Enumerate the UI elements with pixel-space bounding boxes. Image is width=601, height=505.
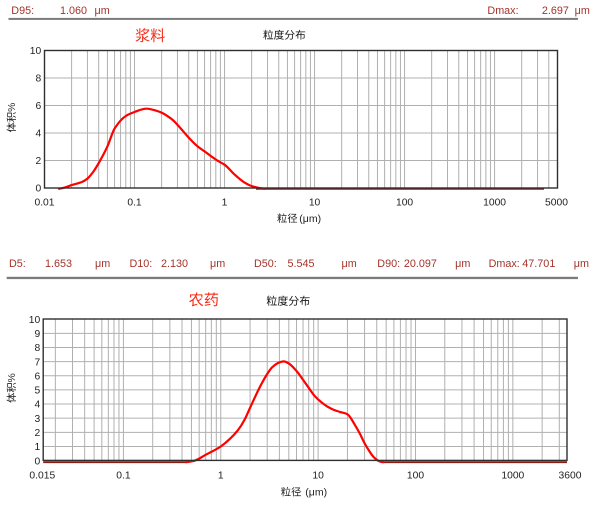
svg-text:μm: μm [95, 5, 110, 17]
svg-text:4: 4 [34, 400, 40, 411]
svg-text:47.701: 47.701 [522, 258, 555, 270]
svg-text:20.097: 20.097 [404, 258, 437, 270]
svg-text:0: 0 [35, 184, 41, 195]
svg-text:D95:: D95: [11, 5, 34, 17]
svg-text:D50:: D50: [254, 258, 277, 270]
svg-text:μm: μm [574, 258, 589, 270]
svg-text:5000: 5000 [545, 197, 568, 208]
svg-text:μm: μm [210, 258, 225, 270]
svg-text:8: 8 [34, 343, 40, 354]
svg-text:100: 100 [407, 471, 424, 482]
svg-text:100: 100 [396, 197, 413, 208]
svg-text:6: 6 [35, 101, 41, 112]
svg-text:1000: 1000 [501, 471, 524, 482]
svg-text:5.545: 5.545 [288, 258, 315, 270]
svg-text:8: 8 [35, 74, 41, 85]
svg-text:0.01: 0.01 [34, 197, 54, 208]
svg-text:2.130: 2.130 [161, 258, 188, 270]
svg-text:10: 10 [309, 197, 321, 208]
svg-text:10: 10 [30, 46, 42, 57]
svg-text:1.653: 1.653 [45, 258, 72, 270]
svg-text:Dmax:: Dmax: [489, 258, 520, 270]
svg-text:%: % [7, 103, 18, 112]
svg-text:2: 2 [35, 156, 41, 167]
svg-text:Dmax:: Dmax: [487, 5, 518, 17]
svg-text:9: 9 [34, 329, 40, 340]
svg-text:2: 2 [34, 428, 40, 439]
svg-text:μm: μm [342, 258, 357, 270]
svg-text:μm: μm [95, 258, 110, 270]
svg-text:7: 7 [34, 357, 40, 368]
svg-text:3: 3 [34, 414, 40, 425]
svg-text:(μm): (μm) [299, 213, 321, 225]
svg-text:%: % [7, 373, 18, 382]
svg-text:μm: μm [575, 5, 590, 17]
svg-text:0.1: 0.1 [116, 471, 131, 482]
svg-text:4: 4 [35, 129, 41, 140]
svg-text:1000: 1000 [483, 197, 506, 208]
svg-text:μm: μm [455, 258, 470, 270]
svg-text:3600: 3600 [559, 471, 582, 482]
svg-text:5: 5 [34, 386, 40, 397]
svg-text:2.697: 2.697 [542, 5, 569, 17]
svg-text:0.1: 0.1 [127, 197, 142, 208]
svg-text:0.015: 0.015 [29, 471, 55, 482]
svg-text:10: 10 [312, 471, 324, 482]
svg-text:6: 6 [34, 371, 40, 382]
svg-text:D10:: D10: [130, 258, 153, 270]
svg-text:1: 1 [218, 471, 224, 482]
svg-text:D5:: D5: [9, 258, 26, 270]
svg-text:1: 1 [34, 442, 40, 453]
svg-text:0: 0 [34, 456, 40, 467]
svg-text:1.060: 1.060 [60, 5, 87, 17]
svg-text:1: 1 [222, 197, 228, 208]
svg-text:10: 10 [29, 315, 41, 326]
svg-text:(μm): (μm) [305, 487, 327, 499]
svg-text:D90:: D90: [377, 258, 400, 270]
